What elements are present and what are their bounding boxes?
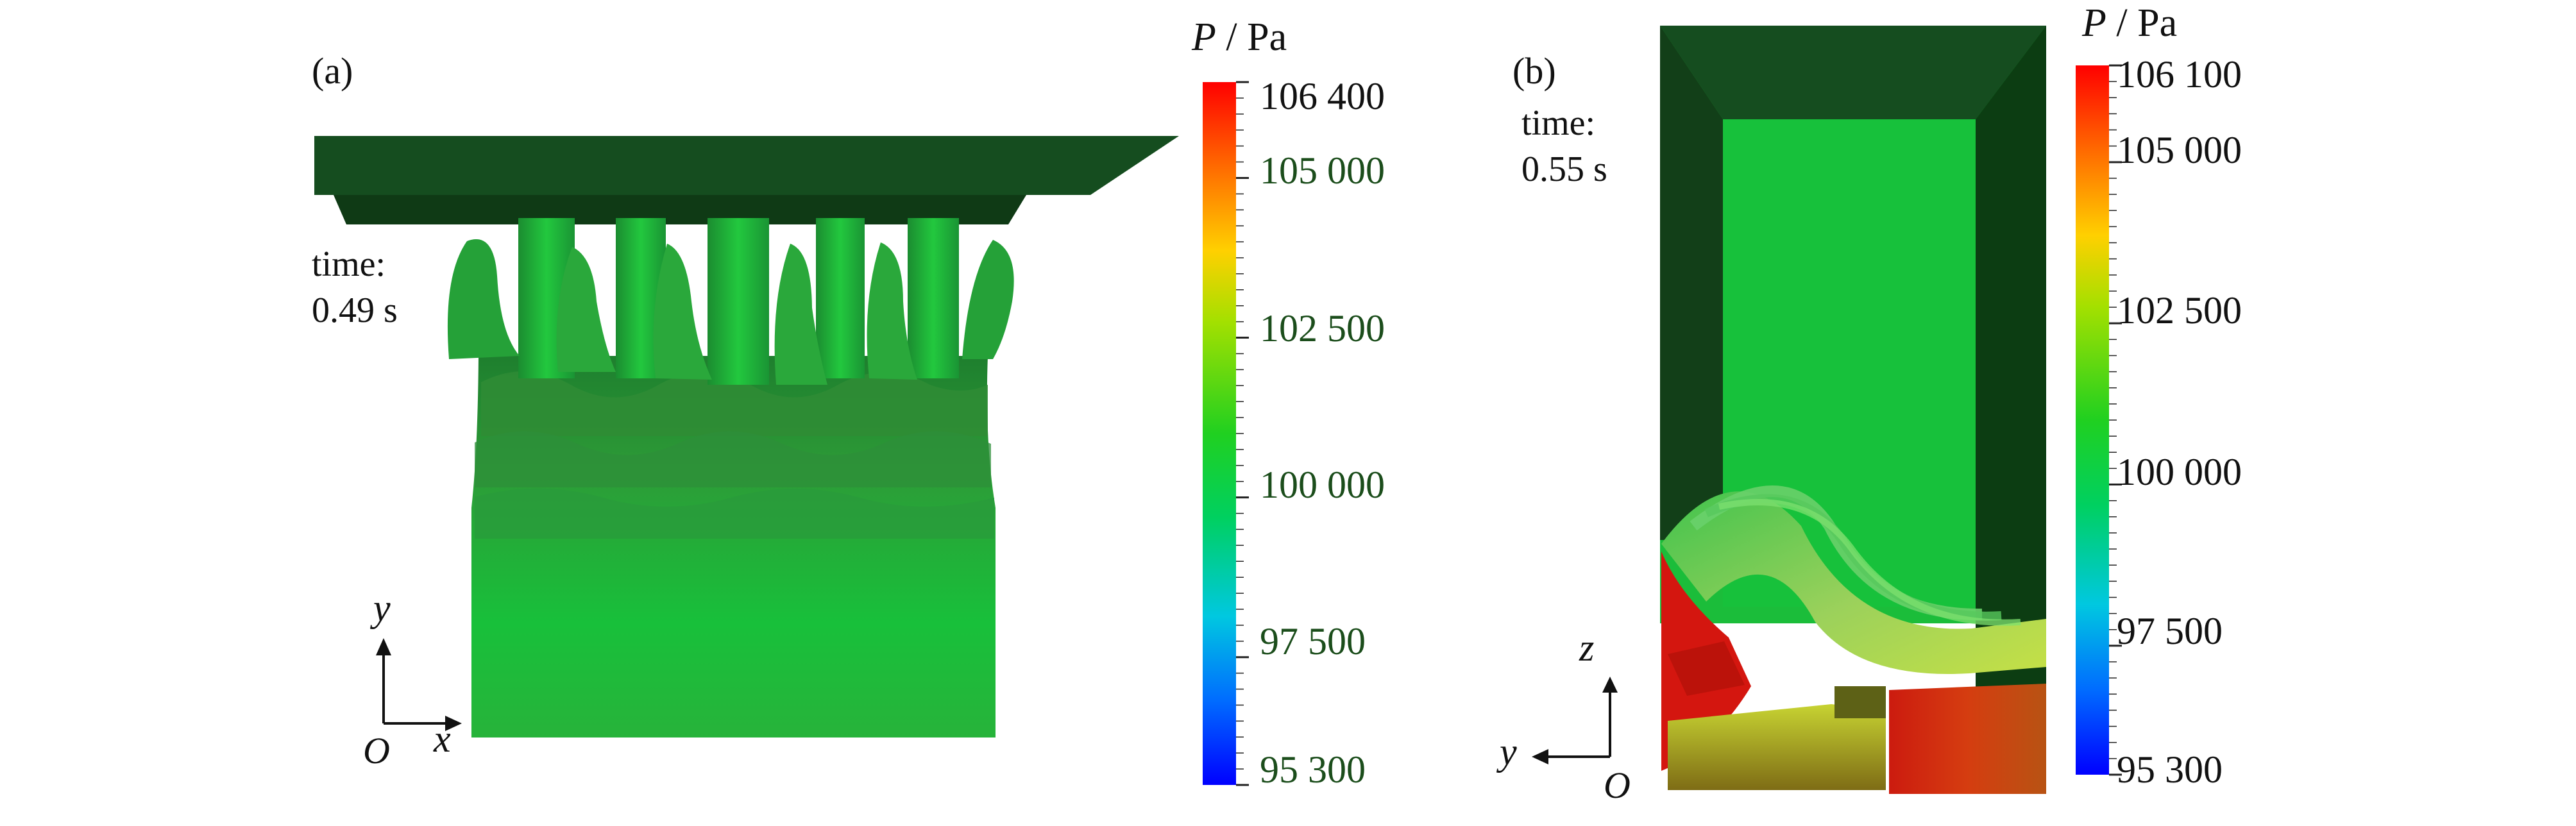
- panel-a-tick-1: 105 000: [1260, 149, 1385, 192]
- panel-b-colorbar-ticks: [2109, 64, 2122, 776]
- panel-b-tick-2: 102 500: [2117, 289, 2242, 332]
- panel-b-colorbar-gradient: [2076, 65, 2109, 775]
- panel-b-right-face: [1976, 26, 2046, 789]
- panel-b-tick-3: 100 000: [2117, 451, 2242, 493]
- panel-b-left-face: [1660, 26, 1723, 540]
- panel-a: (a) time: 0.49 s y x: [312, 15, 1385, 791]
- panel-b-red-blocks: [1668, 641, 1745, 696]
- panel-b-fluid-sheet-1: [1661, 491, 2046, 674]
- panel-b-axis-y-label: y: [1496, 730, 1517, 773]
- panel-a-label: (a): [312, 50, 353, 92]
- panel-a-spike-5: [867, 242, 917, 380]
- panel-b-tick-1: 105 000: [2117, 129, 2242, 171]
- panel-b-tick-5: 95 300: [2117, 748, 2223, 791]
- panel-a-tick-4: 97 500: [1260, 620, 1366, 662]
- panel-a-spike-2: [556, 247, 616, 372]
- panel-a-tick-3: 100 000: [1260, 464, 1385, 506]
- panel-b-red-right-box: [1889, 684, 2046, 794]
- panel-a-colorbar: P / Pa 106 400 105 000 102 500 100 000 9…: [1191, 15, 1385, 791]
- panel-a-origin-label: O: [363, 730, 390, 771]
- panel-b-tick-0: 106 100: [2117, 53, 2242, 96]
- panel-a-pillar-5: [908, 218, 959, 378]
- panel-a-tick-2: 102 500: [1260, 307, 1385, 350]
- panel-b-time-value: 0.55 s: [1521, 149, 1607, 189]
- panel-b: (b) time: 0.55 s z y O: [1496, 1, 2242, 806]
- panel-a-top-plate: [314, 136, 1179, 195]
- panel-b-time-title: time:: [1521, 103, 1595, 143]
- panel-b-origin-label: O: [1604, 764, 1631, 806]
- panel-a-tick-0: 106 400: [1260, 75, 1385, 117]
- panel-a-axes: y x O: [363, 587, 462, 771]
- panel-a-tick-5: 95 300: [1260, 748, 1366, 791]
- panel-a-pillar-3: [708, 218, 769, 385]
- panel-b-colorbar: P / Pa 106 100 105 000 102 500 100 000 9…: [2076, 1, 2242, 791]
- panel-a-time-title: time:: [312, 244, 386, 284]
- panel-a-axis-x-label: x: [433, 718, 451, 760]
- panel-b-label: (b): [1513, 50, 1556, 92]
- panel-a-band-mid: [475, 431, 991, 487]
- panel-a-colorbar-gradient: [1203, 82, 1236, 785]
- panel-b-axis-z-label: z: [1579, 627, 1594, 669]
- panel-b-step-block: [1835, 686, 1886, 718]
- panel-a-spike-3: [653, 244, 712, 380]
- panel-b-tick-4: 97 500: [2117, 610, 2223, 652]
- panel-a-colorbar-title: P / Pa: [1191, 15, 1287, 59]
- panel-b-colorbar-title: P / Pa: [2081, 1, 2177, 45]
- panel-a-colorbar-var: P: [1191, 15, 1216, 59]
- panel-a-spike-left: [447, 239, 520, 359]
- panel-a-axis-y-label: y: [369, 587, 391, 629]
- panel-a-spike-4: [774, 244, 827, 385]
- panel-a-time-value: 0.49 s: [312, 291, 398, 330]
- panel-b-fluid-wave-3: [1718, 499, 2021, 626]
- panel-a-plate-underside: [334, 195, 1026, 224]
- panel-b-bottom-yellow-block: [1668, 704, 1886, 790]
- panel-a-band-lower: [475, 488, 994, 539]
- panel-a-band-upper: [481, 371, 988, 436]
- panel-a-spike-right: [962, 240, 1014, 359]
- panel-b-colorbar-unit: / Pa: [2106, 1, 2177, 45]
- panel-a-colorbar-ticks: [1236, 81, 1249, 786]
- panel-a-pillar-4: [816, 218, 865, 378]
- panel-b-top-face: [1660, 26, 2046, 119]
- panel-b-colorbar-var: P: [2081, 1, 2106, 45]
- panel-a-colorbar-unit: / Pa: [1216, 15, 1287, 59]
- panel-b-axes: z y O: [1496, 627, 1631, 806]
